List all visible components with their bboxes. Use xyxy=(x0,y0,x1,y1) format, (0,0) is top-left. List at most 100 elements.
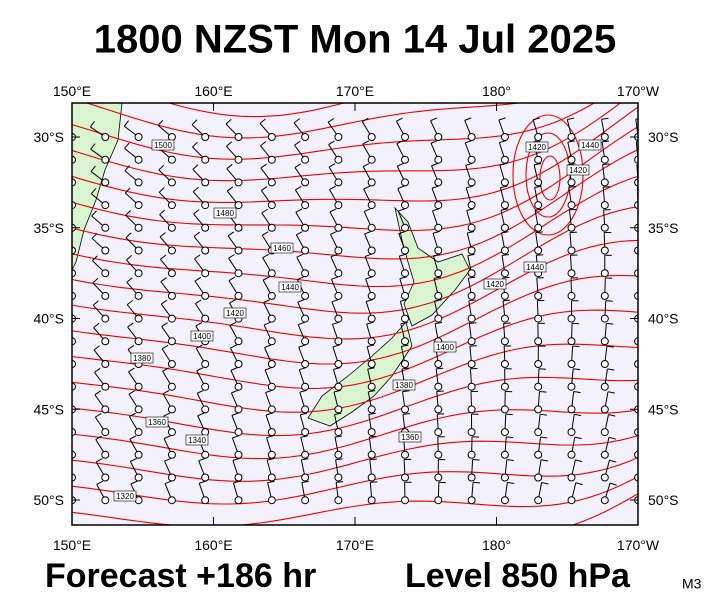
barb-feather xyxy=(227,231,235,237)
barb-feather xyxy=(127,345,135,350)
barb-feather xyxy=(327,117,335,123)
station xyxy=(600,428,609,437)
station xyxy=(600,223,609,232)
station xyxy=(234,473,243,482)
station xyxy=(634,360,638,368)
barb-feather xyxy=(124,187,131,194)
contour-label: 1420 xyxy=(528,143,546,152)
station xyxy=(567,155,576,164)
contour-label: 1440 xyxy=(281,283,299,292)
station xyxy=(334,450,343,459)
barb-feather xyxy=(334,412,342,416)
station xyxy=(334,382,343,391)
barb-feather xyxy=(164,457,172,462)
station xyxy=(301,223,310,232)
contour-label: 1400 xyxy=(193,332,211,341)
contour-labels: 1500 1480 1460 1440 1420 1400 1380 1360 1340 1320… xyxy=(113,139,602,502)
barb-feather xyxy=(266,435,274,439)
barb-feather xyxy=(297,299,305,303)
station xyxy=(401,314,409,323)
barb-feather xyxy=(62,436,68,440)
lon-label-top: 160°E xyxy=(194,83,232,99)
contour-label-box xyxy=(151,139,175,151)
station xyxy=(500,133,509,141)
barb-feather xyxy=(644,460,651,462)
station xyxy=(101,155,110,164)
station xyxy=(567,360,576,368)
station xyxy=(134,450,143,459)
barb-feather xyxy=(163,435,171,440)
barb-feather xyxy=(467,253,475,257)
barb-feather xyxy=(465,162,473,166)
station xyxy=(600,246,609,255)
station xyxy=(500,178,509,187)
station xyxy=(234,291,243,300)
barb-feather xyxy=(607,368,615,371)
barb-feather xyxy=(336,481,344,483)
contour-line xyxy=(72,343,638,413)
barb-feather xyxy=(91,232,98,239)
station xyxy=(500,473,509,482)
barb-feather xyxy=(500,208,508,211)
barb-feather xyxy=(431,185,439,189)
barb-feather xyxy=(640,278,647,279)
barb-feather xyxy=(400,321,408,325)
station xyxy=(301,405,310,414)
barb-feather xyxy=(400,299,408,302)
barb-staff xyxy=(72,453,73,455)
barb-feather xyxy=(161,322,168,327)
contour-label: 1380 xyxy=(133,354,151,363)
barb-feather xyxy=(300,412,308,416)
station xyxy=(267,201,276,210)
station xyxy=(467,155,476,164)
barb-feather xyxy=(641,323,648,324)
station xyxy=(467,201,476,210)
station xyxy=(267,337,276,346)
station xyxy=(467,496,476,505)
contour-label-box xyxy=(145,416,169,428)
station xyxy=(267,291,276,300)
barb-feather xyxy=(95,435,103,440)
model-label: M3 xyxy=(682,576,702,592)
barb-feather xyxy=(126,254,133,261)
barb-feather xyxy=(265,389,273,393)
barb-feather xyxy=(294,140,301,146)
station xyxy=(434,360,443,368)
barb-feather xyxy=(635,118,638,120)
station xyxy=(167,291,176,300)
station xyxy=(600,360,609,368)
barb-feather xyxy=(640,301,647,302)
barb-feather xyxy=(160,254,167,260)
map-background xyxy=(72,103,638,525)
station xyxy=(434,178,443,187)
station xyxy=(234,178,243,187)
station xyxy=(234,337,243,346)
contour-loop xyxy=(539,155,561,201)
lat-label-left: 35°S xyxy=(33,220,64,236)
barb-feather xyxy=(367,344,375,348)
barb-feather xyxy=(228,276,236,282)
barb-feather xyxy=(330,253,338,258)
station xyxy=(434,155,443,164)
station xyxy=(534,360,543,368)
barb-feather xyxy=(263,321,271,326)
station xyxy=(401,291,409,300)
barb-feather xyxy=(230,367,238,371)
barb-feather xyxy=(500,185,508,189)
barb-feather xyxy=(229,299,236,304)
station xyxy=(201,291,210,300)
station xyxy=(167,496,176,505)
station xyxy=(401,133,409,141)
station xyxy=(334,428,343,437)
barb-feather xyxy=(297,276,304,281)
barb-feather xyxy=(436,367,444,370)
barb-feather xyxy=(59,279,64,284)
contour-line xyxy=(72,106,638,203)
station xyxy=(567,450,576,459)
barb-feather xyxy=(125,210,131,216)
barb-feather xyxy=(331,299,339,303)
barb-feather xyxy=(260,141,267,147)
barb-feather xyxy=(430,140,438,144)
barb-feather xyxy=(401,367,409,370)
barb-feather xyxy=(368,390,376,393)
